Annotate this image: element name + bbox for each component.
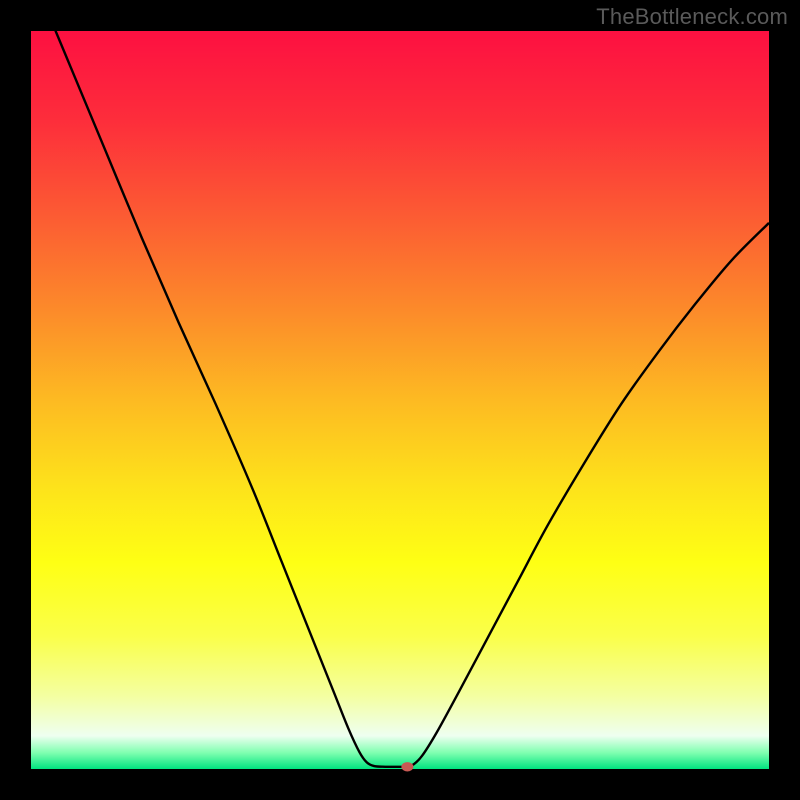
optimal-point-marker xyxy=(402,763,413,771)
bottleneck-chart xyxy=(0,0,800,800)
chart-container: TheBottleneck.com xyxy=(0,0,800,800)
watermark-text: TheBottleneck.com xyxy=(596,4,788,30)
plot-background-gradient xyxy=(31,31,769,769)
